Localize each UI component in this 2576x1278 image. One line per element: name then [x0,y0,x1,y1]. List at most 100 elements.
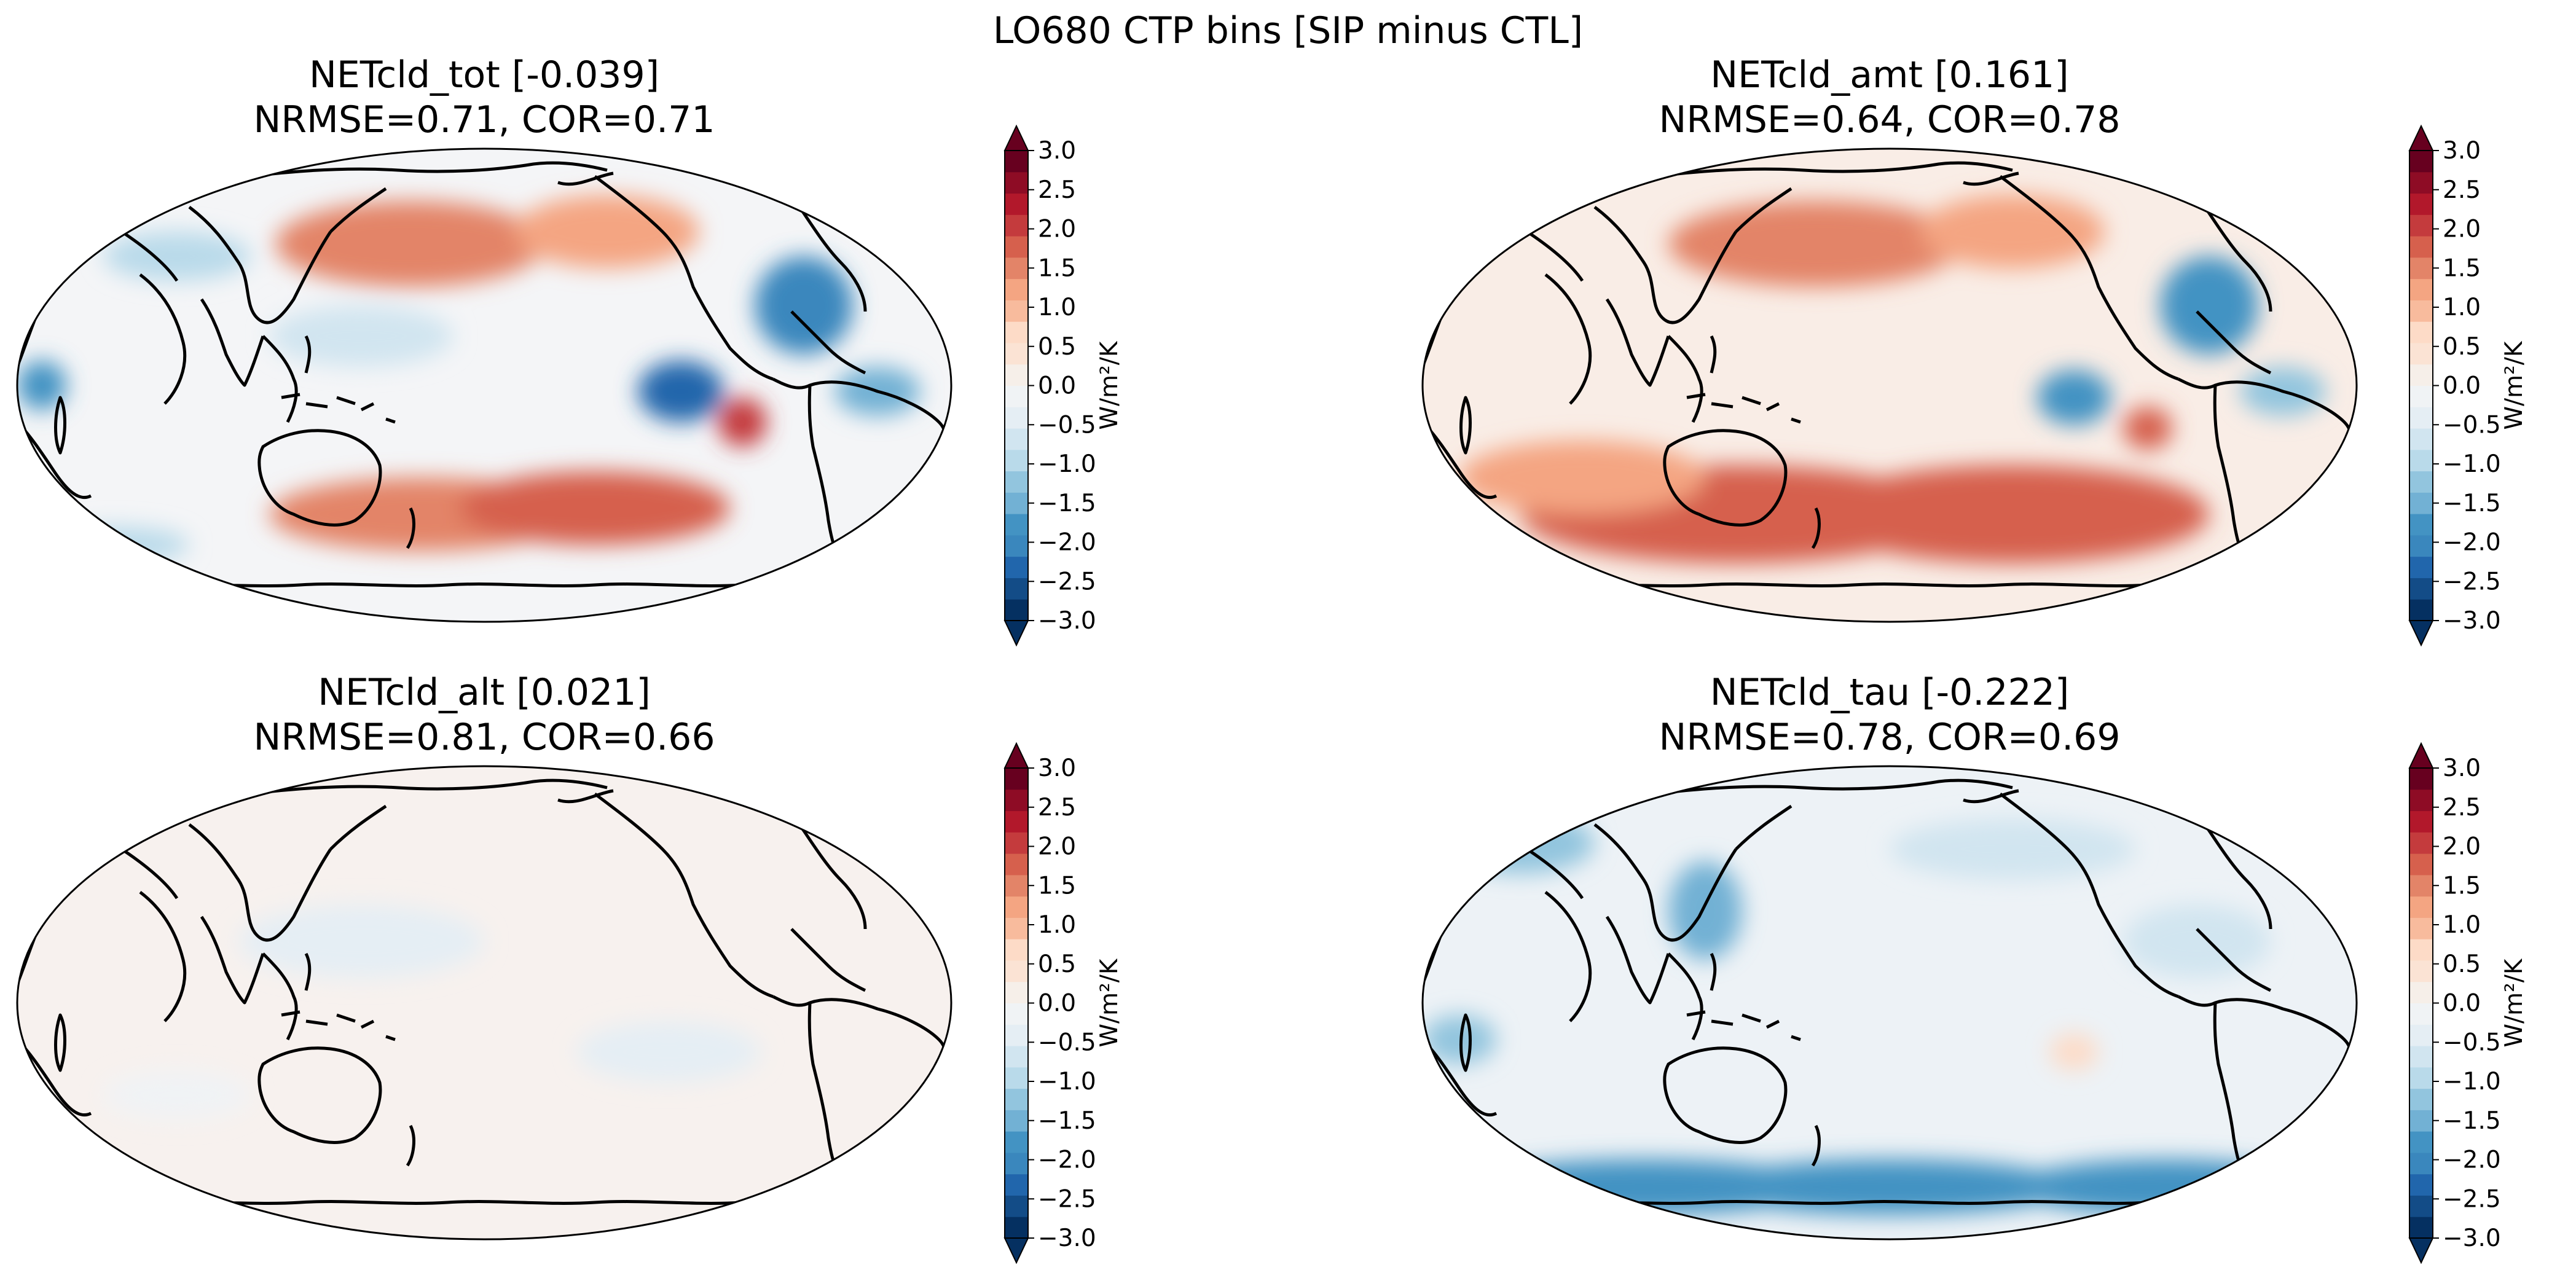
anomaly-region [42,527,189,563]
anomaly-region [17,361,66,410]
anomaly-region [515,195,699,269]
colorbar-tick-label: 2.0 [1038,833,1076,861]
colorbar-bin [2409,939,2433,961]
colorbar-bin [2409,832,2433,854]
colorbar-bin [1005,789,1028,812]
colorbar-bin [2409,1110,2433,1132]
anomaly-region [1423,170,1509,207]
colorbar-bin [1005,428,1028,450]
colorbar-bin [1005,768,1028,790]
anomaly-region [1447,812,1595,874]
colorbar-bin [1005,853,1028,876]
colorbar-tick-label: 0.0 [2443,990,2481,1017]
colorbar-bin [2409,300,2433,322]
anomaly-region [2049,1033,2099,1070]
colorbar-tick-label: 2.5 [1038,794,1076,821]
colorbar-bin [1005,1024,1028,1046]
anomaly-region [718,398,767,447]
panel-stats: NRMSE=0.78, COR=0.69 [1659,716,2120,759]
colorbar-tick-label: −0.5 [1038,411,1096,439]
colorbar-tick-label: 2.5 [2443,794,2481,821]
colorbar-tick-label: 0.5 [1038,951,1076,978]
colorbar-bin [1005,960,1028,982]
colorbar-extend-min [2408,620,2434,647]
colorbar-tick-label: 1.5 [2443,254,2481,282]
colorbar-bin [2409,471,2433,493]
colorbar-extend-max [2408,124,2434,151]
anomaly-region [755,256,853,355]
colorbar-tick-label: −1.0 [2443,450,2501,478]
colorbar-bin [1005,1046,1028,1068]
colorbar-bin [2409,578,2433,600]
colorbar-bin [1005,257,1028,280]
colorbar-bin [2409,449,2433,472]
colorbar-bin [1005,321,1028,343]
colorbar-tick-label: −2.5 [1038,1185,1096,1213]
colorbar-label: W/m²/K [2500,340,2528,429]
colorbar-bin [2409,917,2433,939]
colorbar-bin [1005,407,1028,429]
colorbar-tick-label: −2.0 [2443,1147,2501,1174]
colorbar-bin [2409,342,2433,365]
colorbar-extend-max [1003,742,1029,769]
anomaly-region [1920,195,2105,269]
colorbar-bin [1005,1067,1028,1089]
colorbar-bin [2409,853,2433,876]
anomaly-region [1890,818,2135,880]
map-outline [1421,765,2358,1241]
colorbar-bin [2409,1088,2433,1110]
colorbar-bin [2409,514,2433,536]
map-field [1423,766,2357,1239]
colorbar-tick-label: −3.0 [1038,607,1096,635]
colorbar-bin [1005,514,1028,536]
colorbar-tick-label: −2.0 [1038,529,1096,557]
colorbar-tick-label: −1.0 [1038,450,1096,478]
anomaly-region [2012,1159,2320,1215]
colorbar-bin [1005,917,1028,939]
colorbar-bin [2409,236,2433,258]
map-outline [16,147,952,623]
anomaly-region [460,471,730,545]
colorbar: 3.0 2.5 2.0 1.5 1.0 0.5 0.0 −0.5 −1.0 −1.5 −2.0 −2.… [1003,742,1123,1264]
map-field [17,766,951,1239]
colorbar-bin [1005,535,1028,557]
colorbar-extend-min [1003,1237,1029,1264]
colorbar: 3.0 2.5 2.0 1.5 1.0 0.5 0.0 −0.5 −1.0 −1.5 −2.0 −2.… [2408,742,2528,1264]
colorbar-bin [2409,535,2433,557]
colorbar-bin [2409,1003,2433,1025]
colorbar-bin [2409,1067,2433,1089]
colorbar-bin [1005,364,1028,386]
colorbar-tick-label: −0.5 [2443,1029,2501,1056]
colorbar-bin [1005,1217,1028,1239]
colorbar-bin [2409,981,2433,1003]
colorbar-bin [1005,193,1028,215]
colorbar-tick-label: 0.0 [1038,990,1076,1017]
colorbar-bin [1005,471,1028,493]
colorbar-bin [2409,874,2433,897]
anomaly-region [638,361,724,422]
colorbar-tick-label: −2.5 [2443,568,2501,595]
anomaly-region [2037,370,2111,425]
map-panel-NETcld_alt: NETcld_alt [0.021]NRMSE=0.81, COR=0.66 3.… [16,671,1123,1264]
colorbar-bin [2409,492,2433,514]
colorbar-bin [2409,810,2433,833]
panel-stats: NRMSE=0.64, COR=0.78 [1659,98,2120,141]
colorbar-tick-label: 3.0 [2443,755,2481,782]
colorbar-bin [2409,1152,2433,1175]
panel-title: NETcld_alt [0.021] [318,671,651,714]
colorbar-tick-label: −0.5 [2443,411,2501,439]
anomaly-region [275,201,546,287]
colorbar-bin [1005,449,1028,472]
colorbar-tick-label: 1.0 [2443,911,2481,939]
colorbar-tick-label: 2.0 [2443,216,2481,243]
colorbar-bin [2409,171,2433,194]
colorbar-bin [2409,428,2433,450]
colorbar-bin [1005,171,1028,194]
colorbar-extend-max [1003,124,1029,151]
colorbar-bin [1005,896,1028,918]
colorbar-bin [1005,151,1028,173]
colorbar-tick-label: 0.5 [2443,951,2481,978]
anomaly-region [1668,201,1963,287]
colorbar-tick-label: −1.5 [1038,490,1096,517]
colorbar-tick-label: 0.0 [2443,372,2481,400]
